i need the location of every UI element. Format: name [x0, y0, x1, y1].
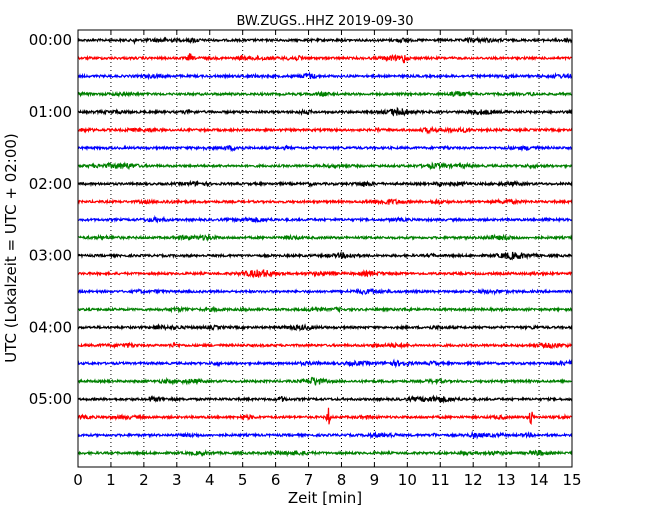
x-tick-label: 13 [497, 471, 516, 489]
x-tick-label: 8 [337, 471, 347, 489]
seismogram-trace [77, 71, 573, 81]
x-axis-label: Zeit [min] [288, 489, 362, 507]
seismogram-trace [77, 179, 573, 188]
seismogram-trace [77, 376, 573, 386]
x-tick-label: 10 [398, 471, 417, 489]
seismogram-trace [77, 106, 573, 117]
x-tick-label: 0 [73, 471, 83, 489]
seismogram-trace [77, 36, 573, 45]
x-axis-ticks: 0 1 2 3 4 5 6 7 8 9 10 11 12 13 14 15 [73, 30, 582, 489]
x-tick-label: 3 [172, 471, 182, 489]
seismogram-trace [77, 214, 573, 224]
seismogram-trace [77, 233, 573, 242]
seismogram-trace [77, 197, 573, 206]
x-tick-label: 1 [106, 471, 116, 489]
seismogram-trace [77, 407, 573, 425]
y-axis-label: UTC (Lokalzeit = UTC + 02:00) [2, 133, 20, 363]
seismogram-trace [77, 358, 573, 369]
seismogram-trace [77, 125, 573, 135]
x-tick-label: 2 [139, 471, 149, 489]
x-tick-label: 14 [530, 471, 549, 489]
seismogram-trace [77, 161, 573, 171]
plot-frame [77, 29, 573, 468]
y-axis-ticks: 00:00 01:00 02:00 03:00 04:00 05:00 [29, 31, 572, 408]
x-tick-label: 12 [464, 471, 483, 489]
y-tick-label: 02:00 [29, 175, 72, 193]
seismogram-trace [77, 144, 573, 153]
seismogram-trace [77, 448, 573, 458]
seismogram-trace [77, 269, 573, 279]
x-tick-label: 7 [304, 471, 314, 489]
seismogram-trace [77, 53, 573, 64]
seismogram-trace [77, 250, 573, 261]
seismogram-trace [77, 341, 573, 350]
seismogram-trace [77, 305, 573, 314]
y-tick-label: 01:00 [29, 103, 72, 121]
x-tick-label: 15 [562, 471, 581, 489]
x-tick-label: 5 [238, 471, 248, 489]
chart-title: BW.ZUGS..HHZ 2019-09-30 [236, 14, 413, 29]
vertical-gridlines [110, 30, 540, 467]
seismogram-trace [77, 430, 573, 440]
y-tick-label: 05:00 [29, 390, 72, 408]
x-tick-label: 4 [205, 471, 215, 489]
seismogram-trace [77, 394, 573, 404]
seismogram-trace [77, 323, 573, 332]
y-tick-label: 00:00 [29, 31, 72, 49]
seismogram-traces [77, 36, 573, 458]
y-tick-label: 04:00 [29, 318, 72, 336]
y-tick-label: 03:00 [29, 247, 72, 265]
seismogram-trace [77, 90, 573, 98]
x-tick-label: 11 [431, 471, 450, 489]
seismogram-trace [77, 287, 573, 296]
x-tick-label: 9 [370, 471, 380, 489]
x-tick-label: 6 [271, 471, 281, 489]
